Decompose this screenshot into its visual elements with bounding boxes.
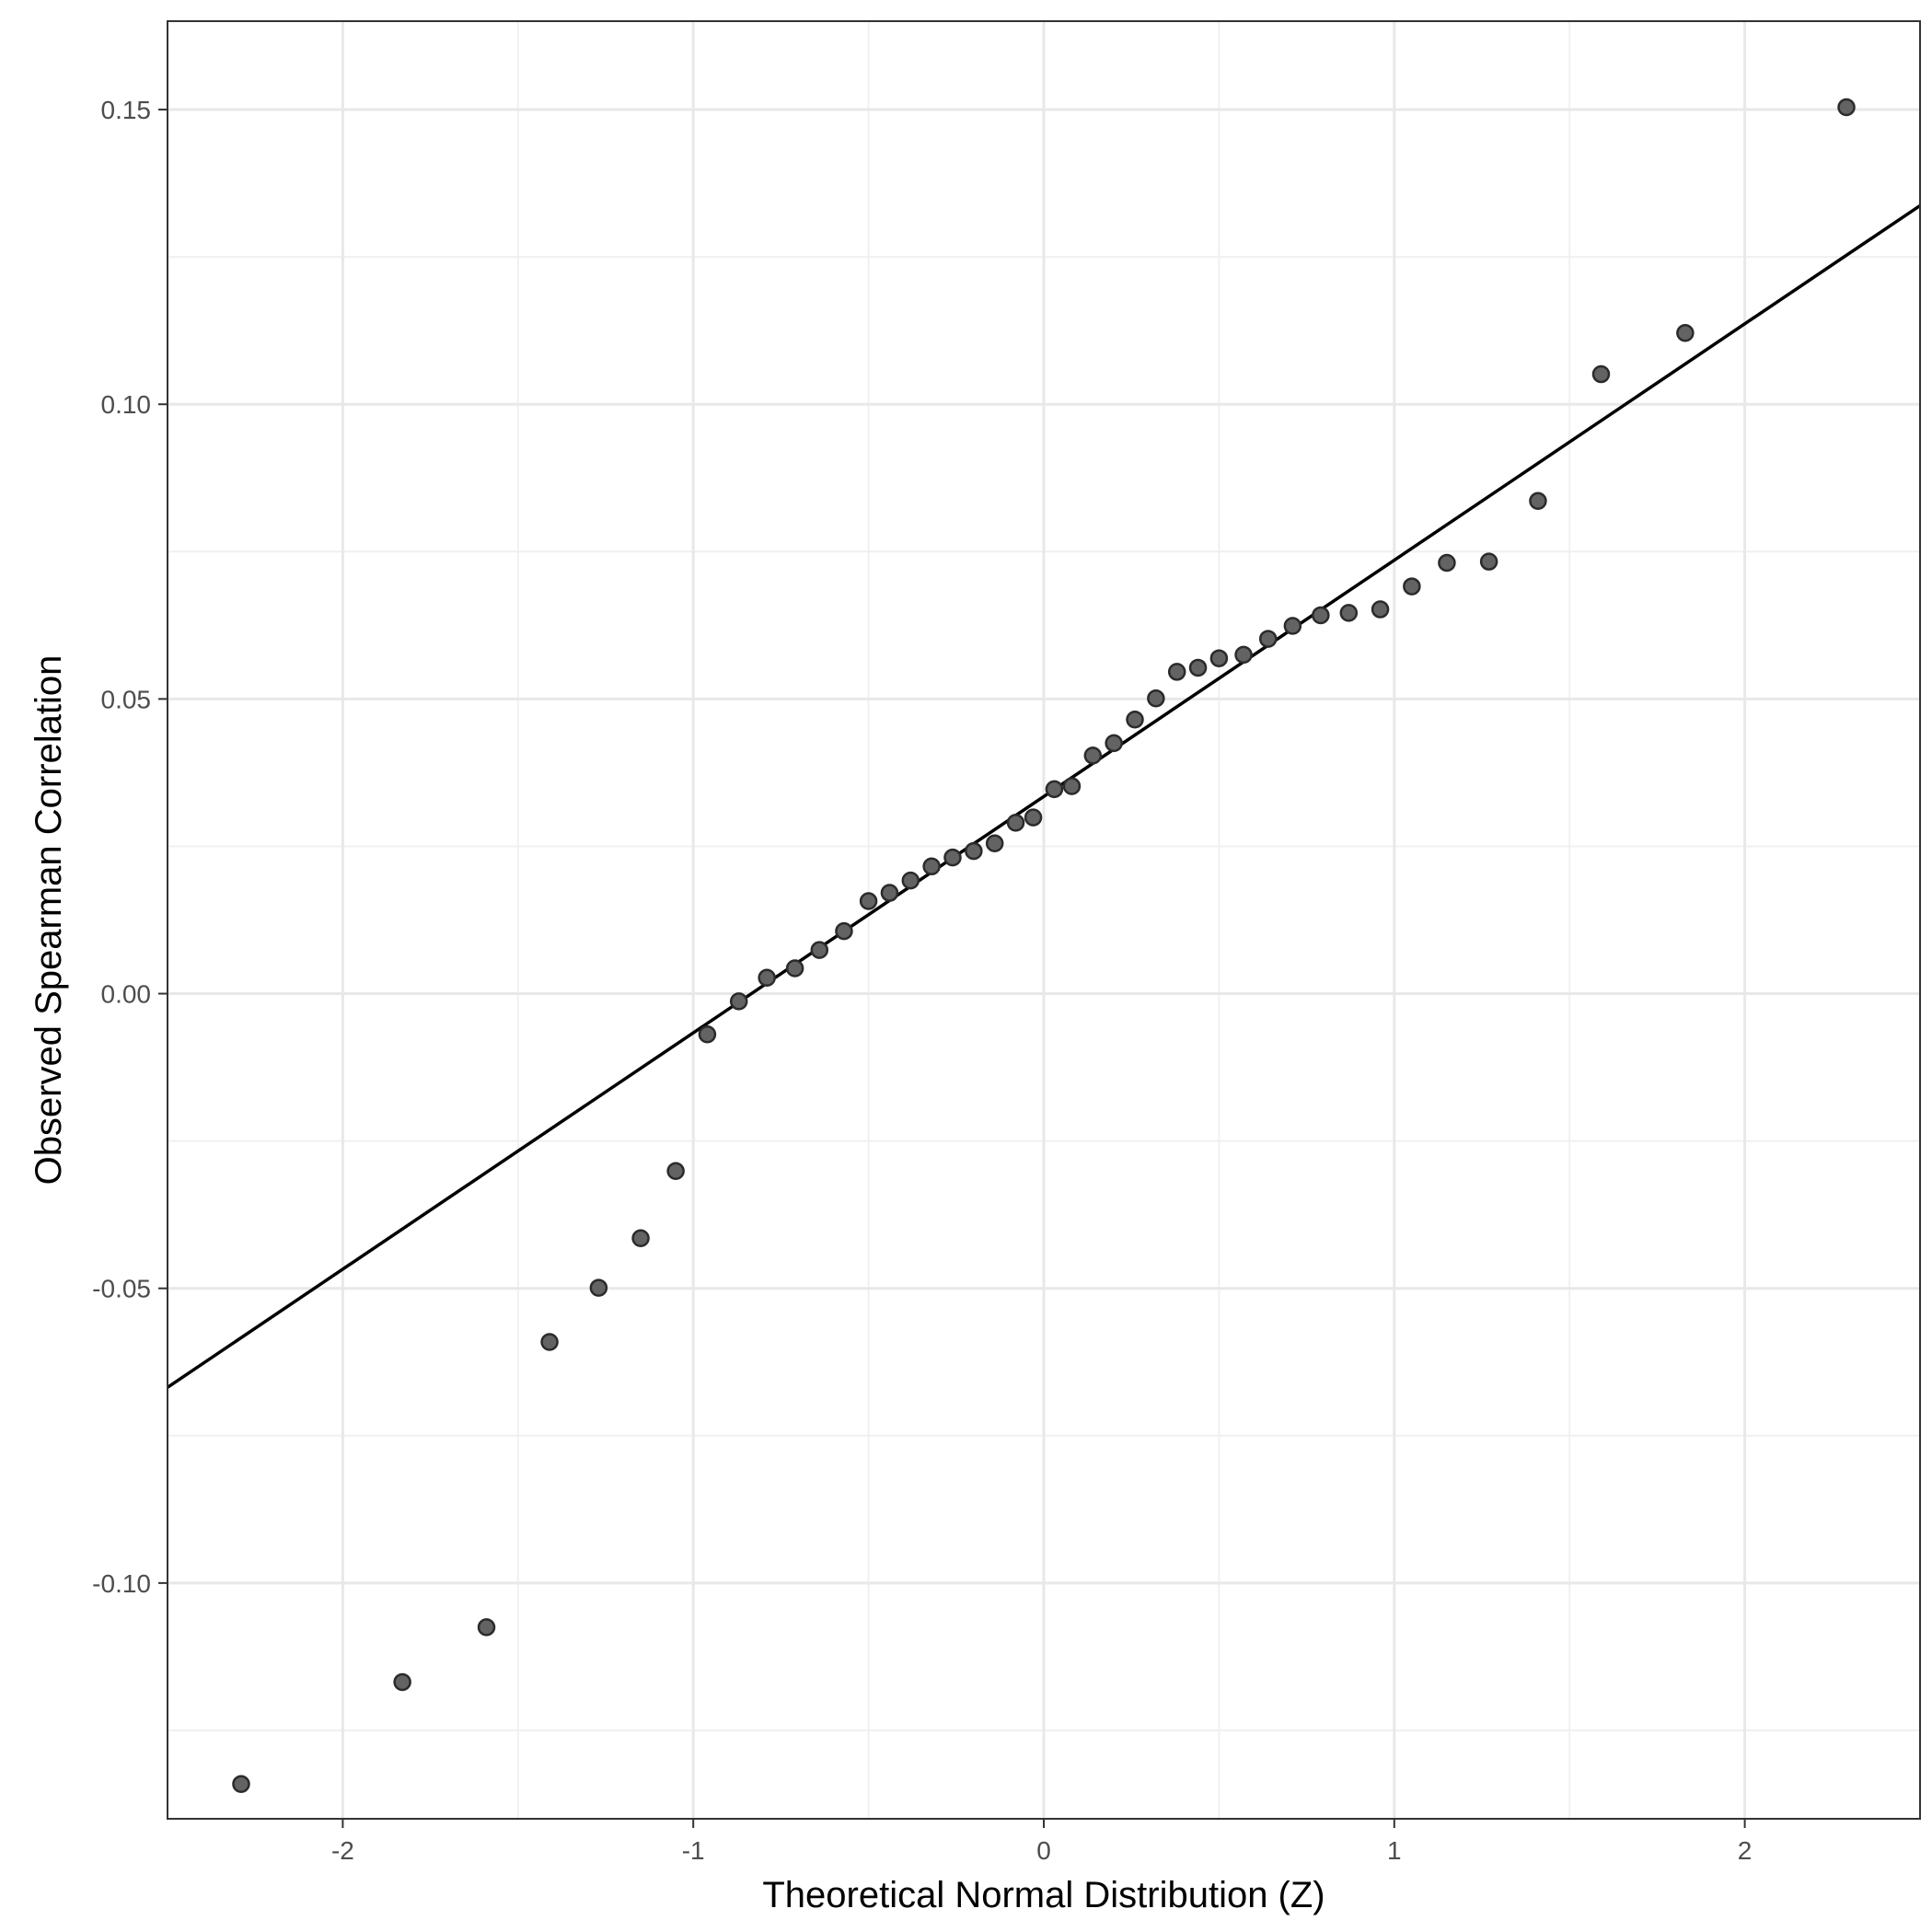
data-point — [1591, 364, 1611, 384]
data-point — [1167, 663, 1186, 681]
data-point — [540, 1333, 559, 1351]
data-point — [232, 1775, 250, 1793]
major-gridlines — [168, 21, 1920, 1819]
data-point — [1083, 746, 1103, 765]
data-point — [758, 968, 776, 988]
x-tick-label: 2 — [1738, 1836, 1753, 1865]
data-point — [1234, 645, 1253, 665]
y-tick-label: -0.05 — [92, 1275, 151, 1303]
y-tick-label: 0.15 — [101, 96, 152, 124]
data-point — [1371, 600, 1390, 619]
data-point — [985, 834, 1004, 853]
y-axis-title: Observed Spearman Correlation — [29, 655, 69, 1186]
data-point — [393, 1672, 411, 1692]
data-point — [810, 941, 829, 959]
data-point — [729, 992, 748, 1011]
data-point — [1339, 604, 1359, 622]
y-tick-label: 0.00 — [101, 980, 152, 1009]
qq-reference-line — [167, 203, 1921, 1389]
data-point — [1062, 777, 1082, 795]
data-point — [1403, 577, 1421, 596]
data-point — [965, 841, 983, 861]
data-point — [1438, 553, 1456, 573]
y-tick-label: 0.10 — [101, 390, 152, 419]
data-point — [1676, 323, 1695, 342]
data-point — [1006, 814, 1025, 832]
data-point — [785, 959, 804, 978]
data-point — [859, 892, 878, 910]
x-tick-label: -2 — [331, 1836, 354, 1865]
data-point — [1258, 630, 1278, 648]
data-point — [835, 921, 853, 941]
data-point — [1188, 658, 1208, 677]
data-point — [1105, 734, 1123, 753]
data-point — [1283, 617, 1302, 635]
data-point — [1045, 780, 1064, 799]
reference-line-layer — [167, 203, 1921, 1389]
data-point — [666, 1162, 685, 1181]
y-axis-ticks: -0.10 -0.05 0.00 0.05 0.10 0.15 — [92, 96, 168, 1598]
data-point — [477, 1618, 496, 1637]
x-tick-label: -1 — [682, 1836, 705, 1865]
data-point — [1147, 688, 1165, 708]
data-point — [922, 857, 941, 875]
data-point — [1209, 649, 1229, 667]
x-axis-ticks: -2 -1 0 1 2 — [331, 1819, 1752, 1865]
data-point — [631, 1229, 650, 1248]
data-point — [1529, 492, 1547, 510]
x-tick-label: 1 — [1387, 1836, 1402, 1865]
y-tick-label: 0.05 — [101, 685, 152, 713]
data-point — [1837, 98, 1856, 117]
data-point — [589, 1278, 608, 1297]
data-point — [1024, 808, 1043, 827]
data-point — [943, 848, 962, 867]
data-point — [880, 884, 899, 902]
x-axis-title: Theoretical Normal Distribution (Z) — [762, 1875, 1325, 1915]
data-point — [901, 871, 920, 890]
y-tick-label: -0.10 — [92, 1569, 151, 1598]
data-point — [1479, 552, 1498, 571]
data-point — [1126, 711, 1144, 729]
data-point — [698, 1024, 717, 1044]
x-tick-label: 0 — [1036, 1836, 1051, 1865]
data-points — [232, 98, 1856, 1793]
data-point — [1312, 606, 1330, 625]
